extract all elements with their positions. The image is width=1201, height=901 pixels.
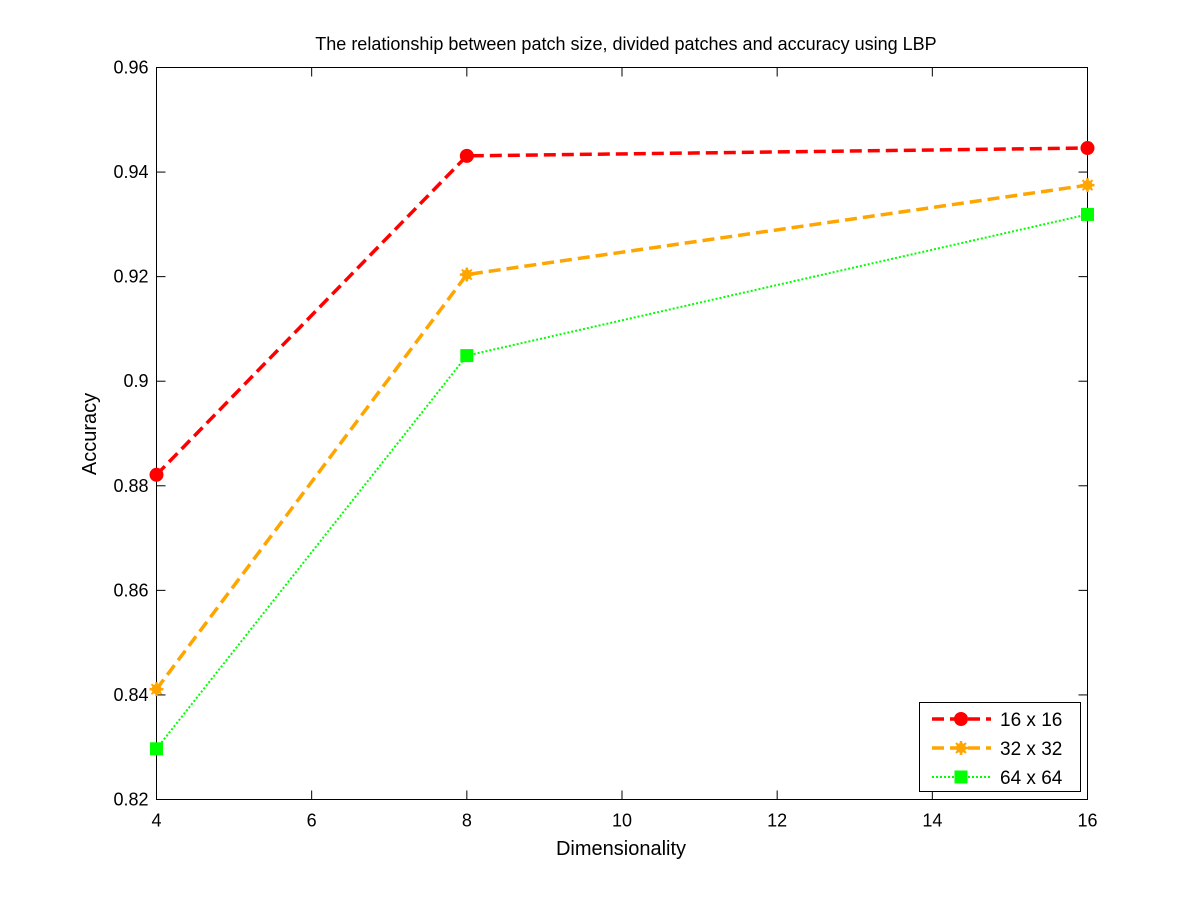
legend-label: 16 x 16 — [1000, 710, 1062, 731]
x-axis-title: Dimensionality — [556, 838, 686, 860]
y-tick-label: 0.9 — [123, 371, 148, 391]
legend-item-16-x-16: 16 x 16 — [932, 710, 1062, 731]
plot-area — [156, 67, 1088, 800]
y-tick-label: 0.84 — [113, 685, 148, 705]
data-point — [460, 349, 474, 363]
data-point — [1080, 141, 1095, 156]
y-tick-label: 0.92 — [113, 267, 148, 287]
x-tick-label: 8 — [462, 811, 472, 831]
x-tick-label: 12 — [767, 811, 787, 831]
y-tick-label: 0.96 — [113, 58, 148, 78]
series-16-x-16 — [149, 141, 1095, 482]
legend-box — [919, 702, 1081, 792]
y-tick-label: 0.94 — [113, 162, 148, 182]
x-tick-label: 10 — [612, 811, 632, 831]
series-64-x-64 — [150, 207, 1094, 756]
legend-item-32-x-32: 32 x 32 — [932, 739, 1062, 760]
x-tick-label: 14 — [922, 811, 942, 831]
legend-marker — [954, 770, 968, 784]
series-line-16-x-16 — [155, 146, 1088, 477]
y-tick-label: 0.86 — [113, 580, 148, 600]
y-axis-title: Accuracy — [79, 393, 101, 475]
x-tick-label: 16 — [1077, 811, 1097, 831]
data-point — [149, 682, 164, 697]
y-axis: 0.82 0.84 0.86 0.88 0.9 0.92 0.94 0.96 — [113, 58, 1088, 810]
x-tick-label: 4 — [151, 811, 161, 831]
legend-marker — [954, 741, 968, 755]
legend: 16 x 16 32 x 32 64 x 64 — [919, 702, 1081, 792]
legend-label: 64 x 64 — [1000, 768, 1063, 789]
series-line-32-x-32 — [155, 183, 1088, 691]
data-point — [149, 467, 164, 482]
x-axis: 4 6 8 10 12 14 16 — [151, 67, 1098, 831]
y-tick-label: 0.82 — [113, 790, 148, 810]
legend-item-64-x-64: 64 x 64 — [932, 768, 1063, 789]
data-point — [1080, 178, 1095, 193]
data-point — [1081, 207, 1094, 221]
chart-title: The relationship between patch size, div… — [315, 34, 936, 54]
data-point — [150, 742, 163, 756]
legend-label: 32 x 32 — [1000, 739, 1062, 760]
y-tick-label: 0.88 — [113, 476, 148, 496]
series-layer — [149, 141, 1095, 756]
x-tick-label: 6 — [307, 811, 317, 831]
data-point — [459, 148, 474, 163]
series-32-x-32 — [149, 178, 1095, 697]
legend-marker — [954, 712, 968, 726]
data-point — [459, 267, 474, 282]
